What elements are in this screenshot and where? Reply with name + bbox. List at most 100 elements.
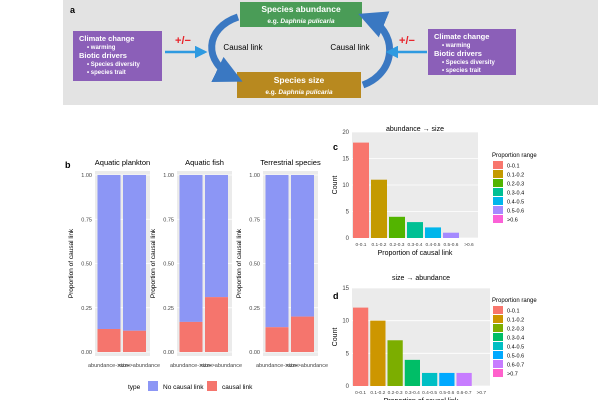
x-tick-label: 0.1-0.2 xyxy=(372,242,387,248)
histogram-bar xyxy=(389,216,405,238)
x-tick-label: 0.5-0.6 xyxy=(444,242,459,248)
x-tick-label: 0.4-0.5 xyxy=(426,242,441,248)
legend-swatch xyxy=(493,315,503,323)
x-tick-label: 0.3-0.4 xyxy=(405,390,420,396)
legend-swatch xyxy=(493,197,503,205)
legend-swatch xyxy=(493,179,503,187)
curved-arrow-left xyxy=(208,13,243,83)
legend-title: Proportion range xyxy=(492,298,537,304)
legend-swatch xyxy=(493,360,503,368)
y-axis-title: Count xyxy=(332,328,339,347)
legend-label: 0.3-0.4 xyxy=(507,191,524,197)
legend-swatch xyxy=(493,324,503,332)
driver-right-item: • species trait xyxy=(442,68,481,74)
bar-causal-link xyxy=(291,316,314,352)
facet: Aquatic fish 0.00 0.25 0.50 0.75 1.00 Proporti… xyxy=(150,158,242,369)
bar-causal-link xyxy=(97,328,121,352)
bar-no-causal-link xyxy=(97,175,121,329)
panel-b: b Aquatic plankton 0.00 0.25 0.50 0.75 1.00 Pr… xyxy=(65,158,328,391)
x-tick-label: abundance->size xyxy=(170,363,212,369)
x-tick-label: >0.7 xyxy=(477,390,487,396)
facet-title: Terrestrial species xyxy=(260,158,321,167)
y-tick-label: 1.00 xyxy=(163,173,174,179)
histogram-bar xyxy=(387,340,403,386)
legend-label: 0-0.1 xyxy=(507,309,520,315)
y-tick-label: 0.25 xyxy=(249,306,260,312)
x-tick-label: abundance->size xyxy=(88,363,130,369)
legend-swatch xyxy=(493,161,503,169)
size-title: Species size xyxy=(274,75,325,85)
size-box xyxy=(237,72,361,98)
bar-no-causal-link xyxy=(205,175,228,298)
y-axis-title: Count xyxy=(332,176,339,195)
x-tick-label: 0.3-0.4 xyxy=(408,242,423,248)
panel-a-label: a xyxy=(70,5,76,15)
x-tick-label: abundance->size xyxy=(256,363,298,369)
abundance-title: Species abundance xyxy=(261,4,341,14)
y-tick-label: 0.00 xyxy=(163,350,174,356)
x-tick-label: 0-0.1 xyxy=(355,390,366,396)
y-tick-label: 0.50 xyxy=(249,262,260,268)
legend-label: 0.3-0.4 xyxy=(507,336,524,342)
driver-left-item: • warming xyxy=(87,45,116,51)
legend-swatch xyxy=(493,369,503,377)
driver-box-right xyxy=(428,29,516,75)
legend-swatch xyxy=(493,206,503,214)
x-tick-label: 0.6-0.7 xyxy=(457,390,472,396)
y-tick-label: 0.25 xyxy=(81,306,92,312)
legend-label: >0.6 xyxy=(507,218,518,224)
x-tick-label: 0.2-0.3 xyxy=(390,242,405,248)
driver-right-item: • Species diversity xyxy=(442,60,495,66)
panel-b-label: b xyxy=(65,160,71,170)
histogram-bar xyxy=(404,359,420,386)
y-tick-label: 0.00 xyxy=(81,350,92,356)
x-tick-label: 0.5-0.6 xyxy=(439,390,454,396)
bar-causal-link xyxy=(265,327,289,352)
histogram-bar xyxy=(407,222,423,238)
y-tick-label: 5 xyxy=(346,210,350,216)
bar-no-causal-link xyxy=(265,175,289,328)
x-axis-title: Proportion of causal link xyxy=(378,250,453,257)
y-tick-label: 0.75 xyxy=(81,217,92,223)
y-tick-label: 0.25 xyxy=(163,306,174,312)
y-tick-label: 15 xyxy=(342,286,349,292)
bar-causal-link xyxy=(179,321,203,352)
legend-label-no: No causal link xyxy=(163,384,204,391)
y-tick-label: 0 xyxy=(346,384,350,390)
y-axis-title: Proportion of causal link xyxy=(150,228,157,298)
legend-label: >0.7 xyxy=(507,372,518,378)
panel-label: c xyxy=(333,142,338,152)
legend-swatch-yes xyxy=(207,381,217,391)
x-tick-label: size->abundance xyxy=(200,363,242,369)
chart-title: abundance → size xyxy=(386,126,444,133)
histogram-bar xyxy=(425,227,441,238)
sign-left: +/− xyxy=(175,35,191,47)
legend-label: 0.5-0.6 xyxy=(507,354,524,360)
y-tick-label: 15 xyxy=(342,157,349,163)
legend-label: 0-0.1 xyxy=(507,164,520,170)
driver-left-item: • Species diversity xyxy=(87,62,140,68)
x-tick-label: 0.2-0.3 xyxy=(388,390,403,396)
x-tick-label: size->abundance xyxy=(286,363,328,369)
panel-a: a Species abundance e.g. Daphnia pulicar… xyxy=(63,0,598,105)
legend-swatch xyxy=(493,188,503,196)
y-tick-label: 0.75 xyxy=(249,217,260,223)
y-tick-label: 0.75 xyxy=(163,217,174,223)
size-example: e.g. Daphnia pulicaria xyxy=(265,89,333,96)
x-tick-label: 0-0.1 xyxy=(356,242,367,248)
driver-right-item: • warming xyxy=(442,43,471,49)
facet-title: Aquatic plankton xyxy=(95,158,150,167)
y-tick-label: 0.50 xyxy=(163,262,174,268)
y-tick-label: 1.00 xyxy=(81,173,92,179)
legend-label: 0.2-0.3 xyxy=(507,327,524,333)
driver-left-item: • species trait xyxy=(87,70,126,76)
panel-label: d xyxy=(333,291,339,301)
legend-label: 0.6-0.7 xyxy=(507,363,524,369)
x-tick-label: 0.1-0.2 xyxy=(370,390,385,396)
histogram-bar xyxy=(370,320,386,386)
x-axis-title: Proportion of causal link xyxy=(384,398,459,400)
facet-title: Aquatic fish xyxy=(185,158,224,167)
y-tick-label: 0 xyxy=(346,236,350,242)
